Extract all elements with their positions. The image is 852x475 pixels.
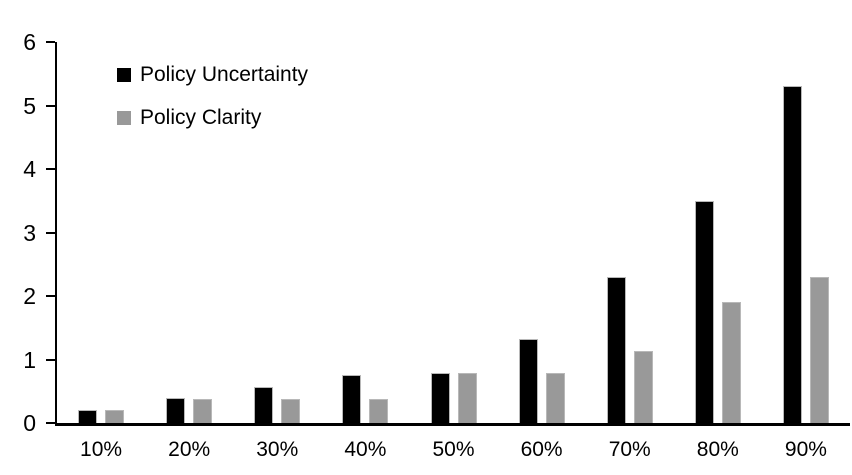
y-tick-2 — [46, 295, 55, 297]
y-tick-5 — [46, 104, 55, 107]
bar-policy-uncertainty-10% — [78, 410, 98, 423]
bar-policy-clarity-70% — [633, 351, 653, 423]
x-tick-label-70%: 70% — [608, 438, 651, 461]
y-axis-line — [55, 42, 57, 423]
x-tick-label-50%: 50% — [432, 438, 475, 461]
y-tick-label-1: 1 — [23, 346, 36, 373]
y-tick-3 — [46, 231, 55, 234]
y-tick-label-2: 2 — [23, 283, 36, 309]
bar-policy-uncertainty-30% — [254, 387, 274, 423]
y-tick-1 — [46, 358, 55, 361]
y-tick-6 — [46, 41, 55, 43]
bar-policy-uncertainty-90% — [782, 86, 802, 423]
x-tick-label-20%: 20% — [168, 438, 211, 461]
y-tick-label-6: 6 — [23, 29, 36, 55]
x-tick-label-80%: 80% — [696, 438, 739, 461]
x-axis-line — [55, 423, 850, 426]
x-tick-label-10%: 10% — [80, 438, 123, 461]
legend-swatch-policy-clarity — [117, 111, 131, 125]
bar-policy-uncertainty-70% — [606, 277, 626, 423]
y-tick-0 — [46, 422, 55, 424]
x-tick-label-60%: 60% — [520, 438, 563, 461]
bar-policy-uncertainty-40% — [342, 375, 362, 423]
bar-policy-clarity-40% — [369, 399, 389, 423]
bar-policy-uncertainty-20% — [166, 398, 186, 423]
y-tick-4 — [46, 168, 55, 170]
bar-policy-clarity-90% — [809, 277, 829, 423]
x-tick-label-30%: 30% — [256, 438, 299, 461]
bar-policy-clarity-20% — [193, 399, 213, 423]
bar-policy-clarity-60% — [545, 373, 565, 423]
bar-policy-clarity-80% — [721, 302, 741, 423]
y-tick-label-4: 4 — [23, 156, 36, 182]
x-tick-label-40%: 40% — [344, 438, 387, 461]
x-tick-label-90%: 90% — [784, 438, 827, 461]
legend: Policy Uncertainty Policy Clarity — [117, 62, 308, 148]
y-tick-label-5: 5 — [23, 92, 36, 119]
plot-area — [46, 41, 850, 426]
bar-policy-uncertainty-60% — [518, 339, 538, 423]
legend-item-policy-clarity: Policy Clarity — [117, 105, 308, 131]
bar-policy-uncertainty-50% — [430, 373, 450, 423]
bar-policy-uncertainty-80% — [694, 201, 714, 423]
legend-label-policy-uncertainty: Policy Uncertainty — [140, 63, 309, 86]
bar-policy-clarity-30% — [281, 399, 301, 423]
bar-policy-clarity-50% — [457, 373, 477, 423]
legend-item-policy-uncertainty: Policy Uncertainty — [117, 62, 308, 88]
legend-label-policy-clarity: Policy Clarity — [140, 106, 262, 129]
legend-swatch-policy-uncertainty — [117, 68, 131, 82]
bar-policy-clarity-10% — [105, 410, 125, 423]
y-tick-label-0: 0 — [23, 410, 36, 436]
y-tick-label-3: 3 — [23, 219, 36, 246]
